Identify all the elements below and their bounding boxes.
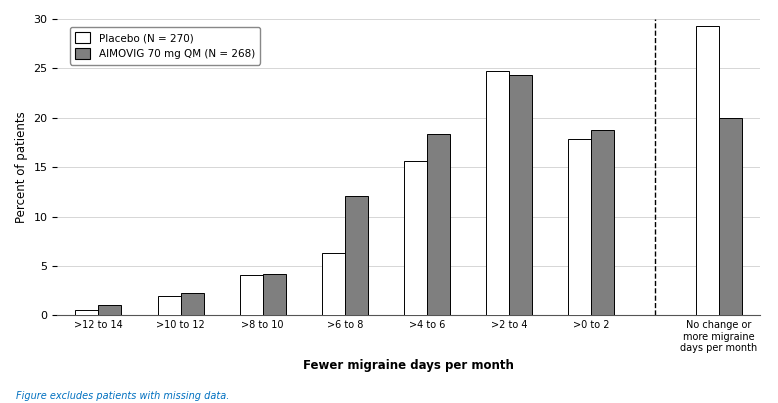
Text: Figure excludes patients with missing data.: Figure excludes patients with missing da… (16, 391, 229, 401)
Bar (404, 161, 427, 315)
Bar (486, 71, 509, 315)
Bar (180, 293, 204, 315)
X-axis label: Fewer migraine days per month: Fewer migraine days per month (303, 359, 514, 372)
Y-axis label: Percent of patients: Percent of patients (15, 111, 28, 223)
Bar (427, 133, 450, 315)
Bar (591, 130, 615, 315)
Bar (158, 297, 180, 315)
Bar (322, 253, 345, 315)
Bar (75, 310, 99, 315)
Bar (345, 196, 368, 315)
Bar (509, 75, 532, 315)
Bar (568, 139, 591, 315)
Legend: Placebo (N = 270), AIMOVIG 70 mg QM (N = 268): Placebo (N = 270), AIMOVIG 70 mg QM (N =… (70, 27, 261, 64)
Bar (240, 275, 263, 315)
Bar (263, 274, 286, 315)
Bar (99, 305, 121, 315)
Bar (696, 26, 719, 315)
Bar (719, 118, 741, 315)
